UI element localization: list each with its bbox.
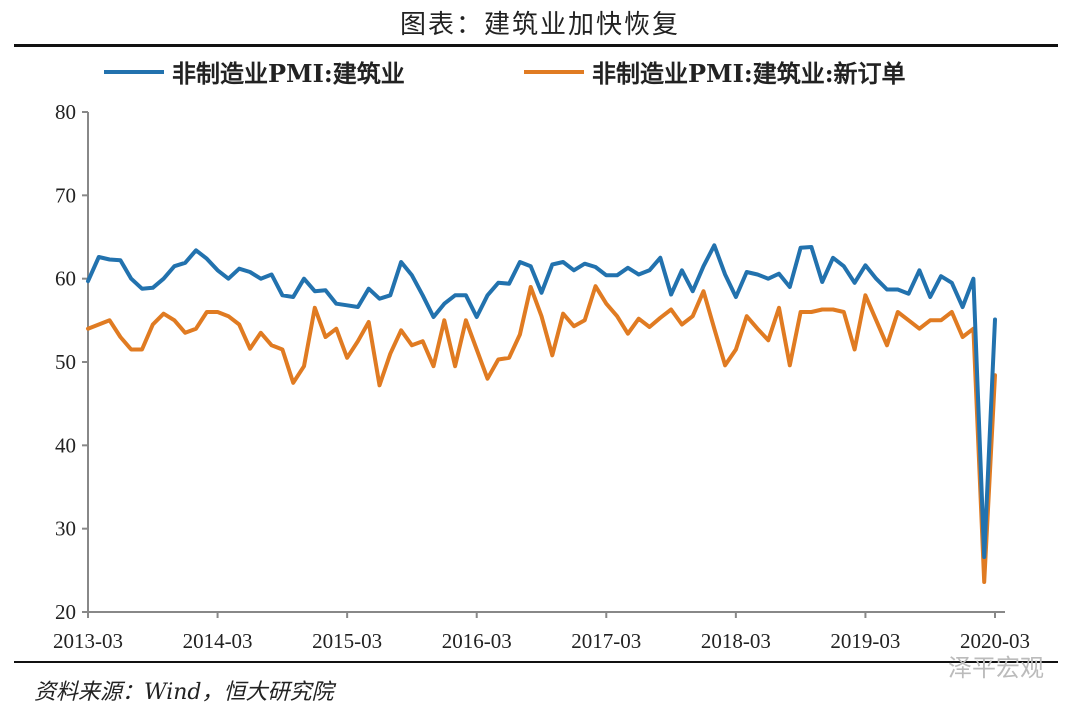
- series-line-construction: [86, 243, 997, 559]
- y-tick-label: 50: [55, 350, 76, 374]
- x-tick-label: 2013-03: [53, 629, 123, 653]
- y-tick-label: 60: [55, 267, 76, 291]
- x-tick-label: 2017-03: [571, 629, 641, 653]
- x-tick-label: 2016-03: [442, 629, 512, 653]
- x-tick-label: 2014-03: [183, 629, 253, 653]
- x-tick-label: 2015-03: [312, 629, 382, 653]
- top-rule: [14, 44, 1058, 47]
- legend-swatch-blue: [104, 69, 164, 74]
- x-tick-label: 2019-03: [830, 629, 900, 653]
- source-note: 资料来源：Wind，恒大研究院: [34, 680, 334, 705]
- legend-item-construction: 非制造业PMI:建筑业: [104, 54, 405, 89]
- y-tick-label: 80: [55, 100, 76, 124]
- bottom-rule: [14, 661, 1058, 663]
- legend-label: 非制造业PMI:建筑业:新订单: [592, 59, 906, 88]
- chart-title: 图表：建筑业加快恢复: [399, 10, 680, 40]
- legend-item-new-orders: 非制造业PMI:建筑业:新订单: [524, 54, 906, 89]
- series-line-new-orders: [86, 284, 997, 584]
- y-tick-label: 30: [55, 517, 76, 541]
- y-tick-label: 70: [55, 183, 76, 207]
- watermark: 泽平宏观: [948, 654, 1044, 682]
- x-tick-label: 2020-03: [960, 629, 1030, 653]
- legend-label: 非制造业PMI:建筑业: [172, 59, 405, 88]
- y-tick-label: 40: [55, 433, 76, 457]
- legend-swatch-orange: [524, 69, 584, 74]
- x-tick-label: 2018-03: [701, 629, 771, 653]
- y-tick-label: 20: [55, 600, 76, 624]
